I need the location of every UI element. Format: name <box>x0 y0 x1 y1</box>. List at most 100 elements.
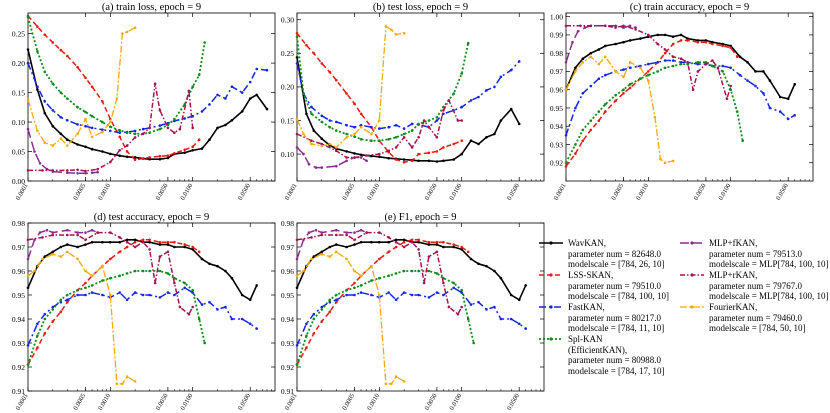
data-point-fourierkan <box>320 252 324 256</box>
data-point-fastkan <box>524 327 527 330</box>
data-point-mlp-rkan <box>26 238 30 242</box>
data-point-wavkan <box>191 149 194 152</box>
data-point-fastkan <box>118 291 121 294</box>
data-point-wavkan <box>216 264 219 268</box>
data-point-spl-kan <box>564 161 568 164</box>
legend-swatch-spl-kan <box>539 337 563 341</box>
data-point-spl-kan <box>679 62 683 66</box>
data-point-wavkan <box>345 150 348 153</box>
data-point-mlp-rkan <box>295 132 299 136</box>
chart-title: (a) train loss, epoch = 9 <box>102 2 201 13</box>
x-tick-label: 0.0050 <box>693 183 708 202</box>
data-point-wavkan <box>477 262 480 266</box>
data-point-wavkan <box>460 152 464 156</box>
data-point-lss-skan <box>36 25 39 28</box>
data-point-mlp-rkan <box>153 82 157 85</box>
data-point-spl-kan <box>435 272 439 275</box>
data-point-fastkan <box>679 61 683 64</box>
data-point-wavkan <box>230 119 234 122</box>
data-point-mlp-rkan <box>679 57 683 60</box>
data-point-wavkan <box>509 107 513 111</box>
legend-param: parameter num = 79767.0 <box>709 280 803 291</box>
series-line-wavkan <box>296 239 527 301</box>
data-point-fastkan <box>141 127 145 131</box>
x-tick-label: 0.0010 <box>97 393 112 412</box>
y-tick-label: 0.95 <box>281 291 294 300</box>
data-point-wavkan <box>417 159 420 163</box>
legend-label: WavKAN, <box>568 238 607 248</box>
data-point-wavkan <box>402 158 406 161</box>
data-point-fourierkan <box>647 79 650 82</box>
data-point-fastkan <box>36 85 39 88</box>
data-point-lss-skan <box>589 128 593 132</box>
y-tick-label: 0.98 <box>550 49 563 58</box>
data-point-spl-kan <box>305 334 308 338</box>
data-point-mlp-rkan <box>696 70 700 73</box>
series-line-fourierkan <box>27 251 136 385</box>
data-point-lss-skan <box>295 31 299 35</box>
data-point-spl-kan <box>101 279 104 282</box>
data-point-mlp-fkan <box>76 231 79 234</box>
data-point-lss-skan <box>460 245 464 249</box>
data-point-fourierkan <box>33 269 36 273</box>
data-point-fastkan <box>410 122 414 126</box>
legend-entry-spl-kan: Spl-KAN (EfficientKAN), parameter num = … <box>538 334 665 376</box>
series-line-mlp-rkan <box>296 99 462 159</box>
data-point-fastkan <box>564 134 568 137</box>
data-point-fastkan <box>499 75 503 79</box>
data-point-mlp-rkan <box>345 156 348 159</box>
data-point-fourierkan <box>574 70 577 73</box>
data-point-mlp-rkan <box>320 233 324 237</box>
data-point-wavkan <box>786 97 790 101</box>
data-point-lss-skan <box>435 240 439 244</box>
data-point-wavkan <box>183 151 186 154</box>
data-point-fastkan <box>148 293 151 297</box>
data-point-spl-kan <box>394 272 398 275</box>
x-tick-label: 0.0005 <box>72 393 87 412</box>
data-point-lss-skan <box>84 76 87 80</box>
data-point-spl-kan <box>59 91 63 94</box>
data-point-wavkan <box>721 42 724 46</box>
data-point-lss-skan <box>166 154 170 157</box>
data-point-lss-skan <box>704 40 708 44</box>
data-point-mlp-rkan <box>84 238 87 242</box>
series-line-spl-kan <box>27 270 206 365</box>
data-point-fastkan <box>353 293 356 297</box>
legend-label: FourierKAN, <box>709 302 758 312</box>
data-point-fourierkan <box>663 161 667 164</box>
data-point-fourierkan <box>353 132 356 136</box>
x-tick-label: 0.0100 <box>448 393 463 412</box>
data-point-lss-skan <box>387 250 391 254</box>
data-point-mlp-rkan <box>460 305 464 309</box>
data-point-lss-skan <box>735 55 739 59</box>
data-point-lss-skan <box>173 240 176 244</box>
data-point-mlp-rkan <box>622 24 625 28</box>
legend-label: LSS-SKAN, <box>568 270 614 280</box>
data-point-fourierkan <box>359 125 363 129</box>
data-point-wavkan <box>208 138 211 141</box>
data-point-wavkan <box>686 37 689 40</box>
data-point-fastkan <box>200 110 204 113</box>
data-point-lss-skan <box>148 156 151 159</box>
data-point-wavkan <box>26 48 30 51</box>
data-point-fastkan <box>310 105 313 109</box>
legend-entry-mlp-rkan: MLP+rKAN, parameter num = 79767.0 models… <box>679 270 829 302</box>
data-point-fourierkan <box>328 255 332 258</box>
data-point-fastkan <box>671 59 675 62</box>
data-point-wavkan <box>335 243 338 246</box>
y-tick-label: 0.94 <box>281 315 294 324</box>
data-point-spl-kan <box>735 110 739 113</box>
data-point-fastkan <box>173 293 176 297</box>
data-point-wavkan <box>101 150 104 153</box>
data-point-spl-kan <box>158 127 162 131</box>
data-point-spl-kan <box>460 72 464 75</box>
data-point-mlp-rkan <box>76 233 79 237</box>
data-point-spl-kan <box>295 35 299 38</box>
x-tick-label: 0.0050 <box>155 393 170 412</box>
data-point-mlp-rkan <box>456 312 460 316</box>
data-point-mlp-rkan <box>387 236 391 239</box>
data-point-lss-skan <box>183 243 186 246</box>
data-point-wavkan <box>90 240 94 244</box>
data-point-mlp-fkan <box>314 166 318 169</box>
